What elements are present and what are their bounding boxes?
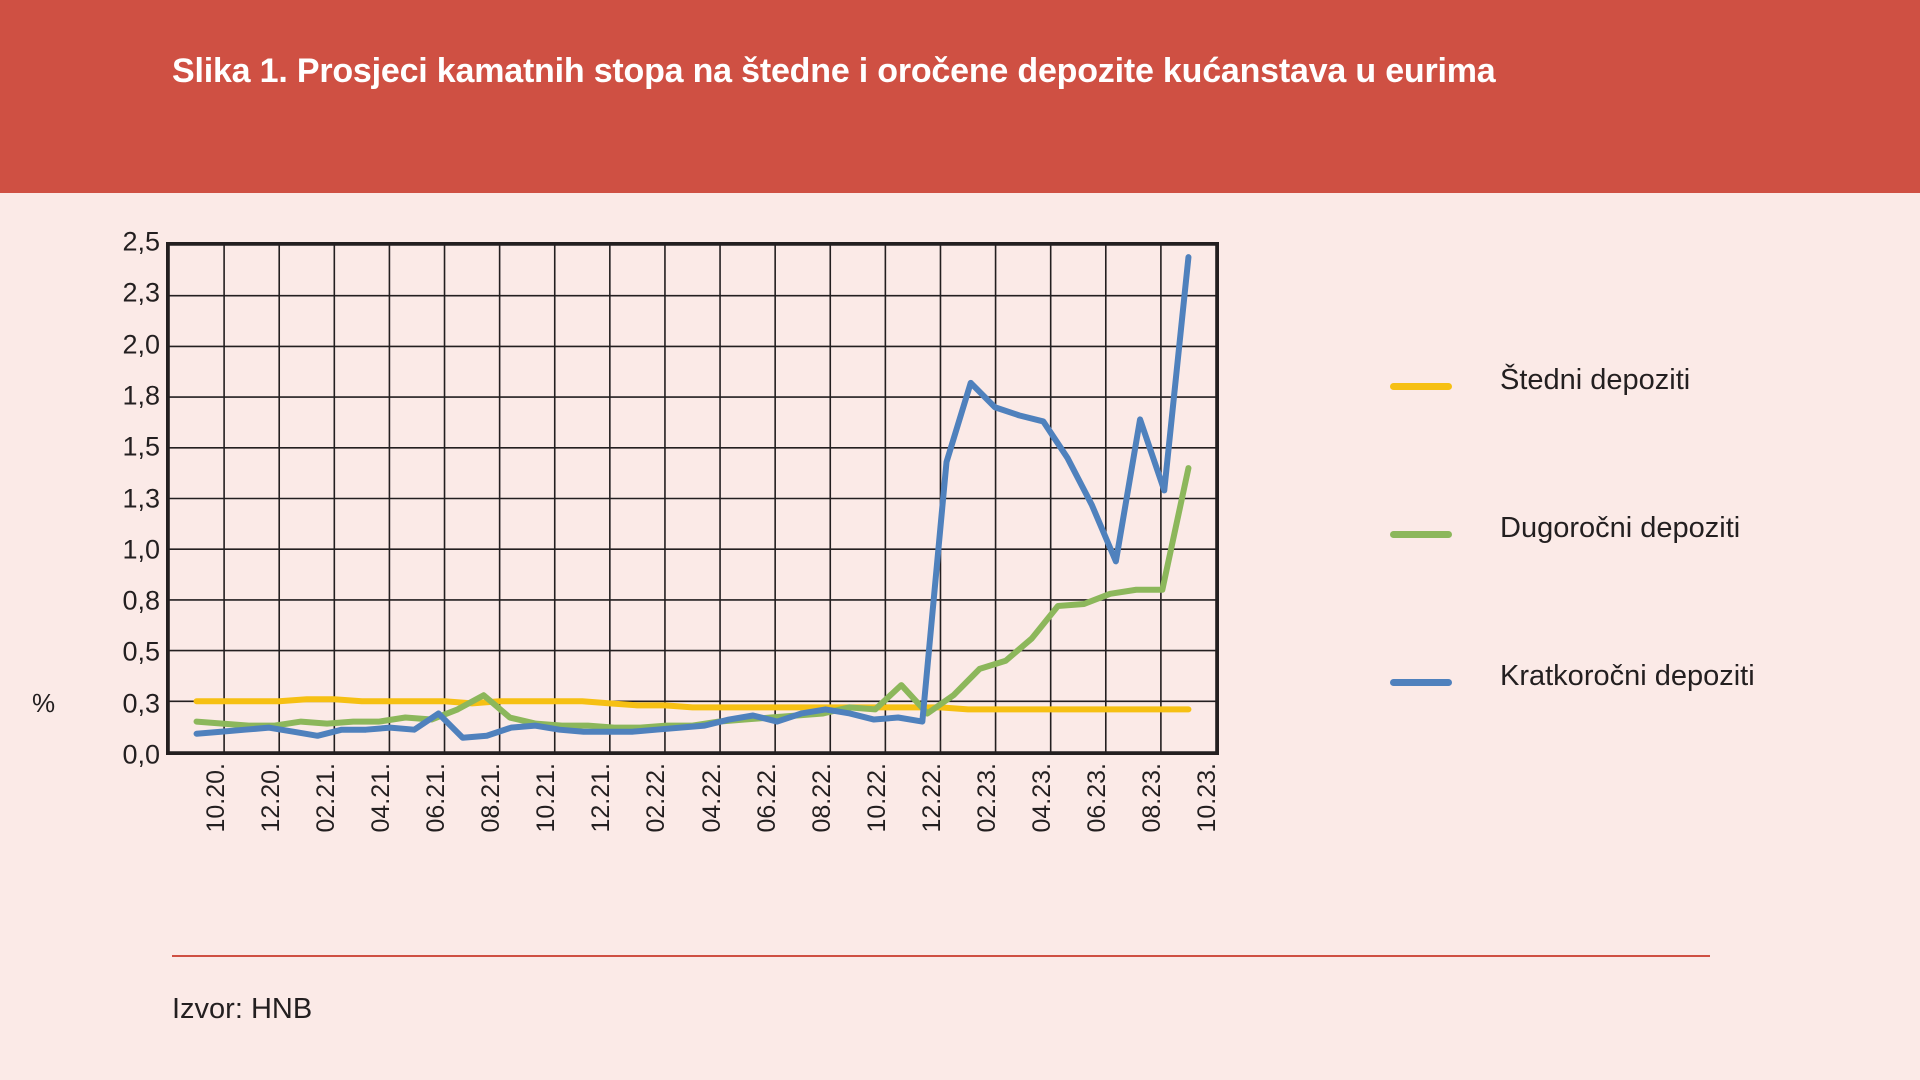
chart-container: % 2,5 2,3 2,0 1,8 1,5 1,3 1,0 0,8 0,5 0,3 0,0 10.2… [0, 193, 1920, 1080]
x-axis-tick-label: 12.21. [587, 763, 616, 833]
plot-svg [169, 245, 1216, 752]
x-axis-tick-labels: 10.20. 12.20. 02.21. 04.21. 06.21. 08.21. 10.2… [166, 763, 1222, 953]
y-axis-tick-label: 1,3 [122, 483, 160, 513]
series-line [197, 257, 1189, 738]
x-axis-tick-label: 10.21. [532, 763, 561, 833]
x-axis-tick-label: 02.21. [311, 763, 340, 833]
legend-swatch-icon [1390, 679, 1452, 686]
x-axis-tick-label: 08.21. [477, 763, 506, 833]
y-axis-tick-label: 1,5 [122, 431, 160, 462]
source-note: Izvor: HNB [172, 993, 313, 1025]
y-axis-tick-labels: 2,5 2,3 2,0 1,8 1,5 1,3 1,0 0,8 0,5 0,3 0,0 [60, 223, 160, 778]
x-axis-tick-label: 02.22. [642, 763, 671, 833]
legend-item[interactable]: Dugoročni depoziti [1390, 512, 1850, 664]
y-axis-tick-label: 0,0 [122, 739, 160, 770]
x-axis-tick-label: 10.22. [862, 763, 891, 833]
x-axis-tick-label: 04.22. [697, 763, 726, 833]
y-axis-tick-label: 2,3 [122, 277, 160, 308]
y-axis-tick-label: 1,0 [122, 534, 160, 565]
legend: Štedni depoziti Dugoročni depoziti Kratkor… [1390, 364, 1850, 812]
footer-divider [172, 955, 1710, 957]
y-axis-unit-label: % [32, 688, 56, 718]
legend-label: Štedni depoziti [1500, 364, 1691, 396]
legend-swatch-icon [1390, 383, 1452, 390]
x-axis-tick-label: 06.21. [421, 763, 450, 833]
x-axis-tick-label: 08.22. [807, 763, 836, 833]
y-axis-tick-label: 2,5 [122, 226, 160, 257]
legend-item[interactable]: Štedni depoziti [1390, 364, 1850, 516]
x-axis-tick-label: 04.21. [366, 763, 395, 833]
y-axis-tick-label: 1,8 [122, 380, 160, 411]
x-axis-tick-label: 06.22. [752, 763, 781, 833]
plot-area [166, 242, 1219, 755]
x-axis-tick-label: 08.23. [1138, 763, 1167, 833]
figure-header-band: Slika 1. Prosjeci kamatnih stopa na šted… [0, 0, 1920, 193]
page-title: Slika 1. Prosjeci kamatnih stopa na šted… [172, 52, 1496, 90]
x-axis-tick-label: 12.22. [917, 763, 946, 833]
series-line [197, 699, 1189, 709]
y-axis-tick-label: 0,8 [122, 585, 160, 616]
x-axis-tick-label: 12.20. [256, 763, 285, 833]
series-line [197, 468, 1189, 728]
legend-label: Dugoročni depoziti [1500, 512, 1741, 544]
x-axis-tick-label: 04.23. [1028, 763, 1057, 833]
x-axis-tick-label: 06.23. [1083, 763, 1112, 833]
legend-swatch-icon [1390, 531, 1452, 538]
y-axis-tick-label: 0,3 [122, 688, 160, 719]
series-lines [197, 257, 1189, 738]
x-axis-tick-label: 02.23. [973, 763, 1002, 833]
legend-item[interactable]: Kratkoročni depoziti [1390, 660, 1850, 812]
legend-label: Kratkoročni depoziti [1500, 660, 1755, 692]
x-axis-tick-label: 10.20. [201, 763, 230, 833]
y-axis-tick-label: 2,0 [122, 329, 160, 360]
gridlines [169, 245, 1216, 752]
x-axis-tick-label: 10.23. [1193, 763, 1222, 833]
y-axis-tick-label: 0,5 [122, 636, 160, 667]
